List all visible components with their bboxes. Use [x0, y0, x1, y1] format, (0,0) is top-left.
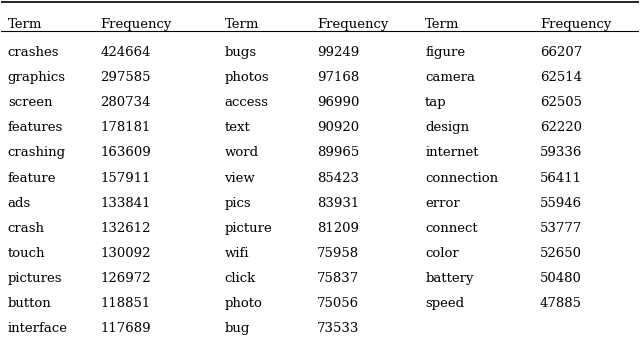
Text: 90920: 90920: [317, 121, 359, 134]
Text: 297585: 297585: [100, 71, 150, 84]
Text: Term: Term: [8, 18, 42, 31]
Text: connection: connection: [425, 172, 499, 185]
Text: wifi: wifi: [225, 247, 249, 260]
Text: photos: photos: [225, 71, 269, 84]
Text: tap: tap: [425, 96, 447, 109]
Text: touch: touch: [8, 247, 45, 260]
Text: 89965: 89965: [317, 147, 359, 159]
Text: 133841: 133841: [100, 197, 150, 210]
Text: 157911: 157911: [100, 172, 150, 185]
Text: screen: screen: [8, 96, 52, 109]
Text: pictures: pictures: [8, 272, 62, 285]
Text: pics: pics: [225, 197, 251, 210]
Text: interface: interface: [8, 322, 68, 336]
Text: 96990: 96990: [317, 96, 359, 109]
Text: features: features: [8, 121, 63, 134]
Text: 66207: 66207: [540, 46, 582, 59]
Text: 73533: 73533: [317, 322, 359, 336]
Text: feature: feature: [8, 172, 56, 185]
Text: 59336: 59336: [540, 147, 582, 159]
Text: 118851: 118851: [100, 298, 150, 310]
Text: 97168: 97168: [317, 71, 359, 84]
Text: 75837: 75837: [317, 272, 359, 285]
Text: 47885: 47885: [540, 298, 582, 310]
Text: bug: bug: [225, 322, 250, 336]
Text: Term: Term: [425, 18, 460, 31]
Text: 75958: 75958: [317, 247, 359, 260]
Text: Frequency: Frequency: [317, 18, 388, 31]
Text: Frequency: Frequency: [540, 18, 611, 31]
Text: 56411: 56411: [540, 172, 582, 185]
Text: click: click: [225, 272, 255, 285]
Text: Frequency: Frequency: [100, 18, 172, 31]
Text: button: button: [8, 298, 51, 310]
Text: Term: Term: [225, 18, 259, 31]
Text: word: word: [225, 147, 259, 159]
Text: error: error: [425, 197, 460, 210]
Text: 62514: 62514: [540, 71, 582, 84]
Text: color: color: [425, 247, 459, 260]
Text: text: text: [225, 121, 250, 134]
Text: bugs: bugs: [225, 46, 257, 59]
Text: picture: picture: [225, 222, 272, 235]
Text: 117689: 117689: [100, 322, 151, 336]
Text: battery: battery: [425, 272, 474, 285]
Text: connect: connect: [425, 222, 478, 235]
Text: speed: speed: [425, 298, 464, 310]
Text: 130092: 130092: [100, 247, 150, 260]
Text: 62220: 62220: [540, 121, 582, 134]
Text: crashes: crashes: [8, 46, 60, 59]
Text: 126972: 126972: [100, 272, 151, 285]
Text: internet: internet: [425, 147, 479, 159]
Text: view: view: [225, 172, 255, 185]
Text: camera: camera: [425, 71, 475, 84]
Text: 424664: 424664: [100, 46, 150, 59]
Text: 55946: 55946: [540, 197, 582, 210]
Text: 75056: 75056: [317, 298, 359, 310]
Text: 81209: 81209: [317, 222, 359, 235]
Text: 99249: 99249: [317, 46, 359, 59]
Text: 52650: 52650: [540, 247, 582, 260]
Text: graphics: graphics: [8, 71, 66, 84]
Text: figure: figure: [425, 46, 465, 59]
Text: access: access: [225, 96, 268, 109]
Text: photo: photo: [225, 298, 262, 310]
Text: 132612: 132612: [100, 222, 150, 235]
Text: 53777: 53777: [540, 222, 582, 235]
Text: 62505: 62505: [540, 96, 582, 109]
Text: 178181: 178181: [100, 121, 150, 134]
Text: 85423: 85423: [317, 172, 359, 185]
Text: design: design: [425, 121, 469, 134]
Text: crashing: crashing: [8, 147, 66, 159]
Text: 50480: 50480: [540, 272, 582, 285]
Text: 163609: 163609: [100, 147, 151, 159]
Text: 280734: 280734: [100, 96, 150, 109]
Text: crash: crash: [8, 222, 45, 235]
Text: ads: ads: [8, 197, 31, 210]
Text: 83931: 83931: [317, 197, 359, 210]
